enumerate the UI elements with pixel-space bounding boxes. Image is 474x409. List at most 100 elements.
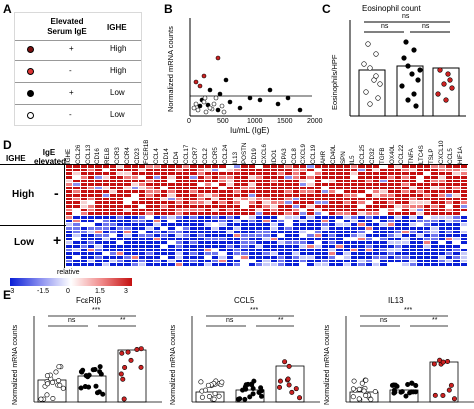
- heatmap-cell: [182, 190, 191, 195]
- heatmap-cell: [321, 223, 330, 227]
- heatmap-cell: [299, 212, 308, 216]
- gene-label: OX40L: [388, 144, 396, 164]
- heatmap-cell: [131, 248, 140, 253]
- e-point: [212, 391, 218, 397]
- heatmap-cell: [73, 172, 81, 176]
- heatmap-cell: [182, 197, 191, 202]
- e-bar: [195, 391, 225, 403]
- heatmap-cell: [285, 168, 293, 173]
- heatmap-cell: [234, 223, 242, 227]
- heatmap-cell: [285, 226, 293, 231]
- heatmap-cell: [95, 248, 103, 253]
- heatmap-cell: [402, 215, 410, 220]
- c-point: [441, 81, 447, 87]
- heatmap-cell: [226, 194, 235, 198]
- gene-label: CCL4: [153, 148, 161, 164]
- heatmap-cell: [402, 175, 410, 180]
- heatmap-cell: [109, 165, 118, 169]
- e-point: [86, 372, 92, 378]
- heatmap-cell: [299, 252, 308, 257]
- e-point: [363, 377, 369, 383]
- c-point: [363, 89, 369, 95]
- heatmap-cell: [131, 241, 140, 246]
- heatmap-cell: [117, 245, 125, 249]
- heatmap-cell: [131, 215, 140, 220]
- heatmap-cell: [372, 186, 381, 191]
- heatmap-cell: [153, 263, 162, 267]
- e-point: [44, 392, 50, 398]
- heatmap-cell: [226, 256, 235, 260]
- heatmap-cell: [460, 219, 468, 224]
- heatmap-cell: [380, 168, 388, 173]
- heatmap-cell: [197, 226, 205, 231]
- heatmap-cell: [212, 197, 220, 202]
- heatmap-cell: [431, 201, 439, 206]
- heatmap-cell: [124, 259, 132, 264]
- heatmap-cell: [139, 223, 147, 227]
- heatmap-cell: [351, 201, 359, 206]
- heatmap-cell: [431, 237, 439, 242]
- e-point: [125, 349, 131, 355]
- b-point: [275, 101, 281, 107]
- heatmap-cell: [409, 226, 417, 231]
- heatmap-cell: [270, 168, 278, 173]
- heatmap-cell: [424, 234, 432, 238]
- heatmap-cell: [307, 215, 315, 220]
- heatmap-cell: [343, 237, 352, 242]
- heatmap-cell: [446, 234, 454, 238]
- heatmap-cell: [95, 183, 103, 187]
- heatmap-cell: [131, 190, 140, 195]
- heatmap-cell: [314, 215, 322, 220]
- heatmap-cell: [343, 241, 352, 246]
- heatmap-cell: [153, 190, 162, 195]
- e-point: [286, 363, 292, 369]
- heatmap-cell: [226, 175, 235, 180]
- heatmap-cell: [168, 241, 176, 246]
- heatmap-cell: [336, 248, 344, 253]
- heatmap-cell: [446, 252, 454, 257]
- marker-white-icon: [27, 112, 34, 119]
- heatmap-cell: [446, 201, 454, 206]
- heatmap-cell: [226, 190, 235, 195]
- heatmap-cell: [438, 186, 447, 191]
- heatmap-cell: [234, 183, 242, 187]
- heatmap-cell: [299, 245, 308, 249]
- heatmap-cell: [109, 219, 118, 224]
- heatmap-cell: [372, 219, 381, 224]
- e-ylabel: Normalized mRNA counts: [324, 324, 331, 405]
- heatmap-cell: [204, 237, 213, 242]
- heatmap-cell: [241, 226, 249, 231]
- heatmap-cell: [87, 215, 96, 220]
- heatmap-cell: [343, 248, 352, 253]
- heatmap-cell: [73, 190, 81, 195]
- heatmap-cell: [409, 168, 417, 173]
- heatmap-cell: [299, 237, 308, 242]
- heatmap-cell: [365, 234, 373, 238]
- heatmap-cell: [277, 179, 286, 184]
- heatmap-cell: [343, 263, 352, 267]
- heatmap-cell: [446, 183, 454, 187]
- e-dot-plot: [33, 315, 162, 403]
- e-point: [134, 347, 140, 353]
- heatmap-cell: [380, 190, 388, 195]
- e-point: [363, 392, 369, 398]
- heatmap-cell: [146, 168, 154, 173]
- heatmap-cell: [336, 263, 344, 267]
- heatmap-cell: [387, 179, 395, 184]
- heatmap-cell: [175, 248, 183, 253]
- heatmap-cell: [95, 172, 103, 176]
- heatmap-cell: [263, 248, 271, 253]
- heatmap-cell: [394, 226, 403, 231]
- heatmap-cell: [219, 179, 227, 184]
- e-point: [97, 364, 103, 370]
- heatmap-cell: [365, 252, 373, 257]
- heatmap-cell: [139, 172, 147, 176]
- heatmap-cell: [292, 215, 300, 220]
- heatmap-cell: [248, 245, 257, 249]
- heatmap-cell: [190, 230, 198, 235]
- gene-label: CCR3: [114, 147, 122, 164]
- heatmap-cell: [117, 252, 125, 257]
- heatmap-cell: [139, 179, 147, 184]
- heatmap-cell: [424, 245, 432, 249]
- heatmap-cell: [175, 230, 183, 235]
